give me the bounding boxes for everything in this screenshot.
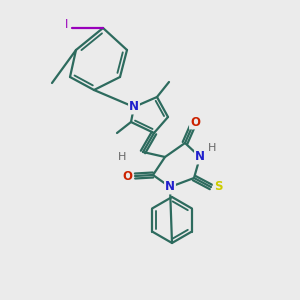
Text: O: O <box>122 169 132 182</box>
Text: N: N <box>165 181 175 194</box>
Text: H: H <box>118 152 126 162</box>
Text: I: I <box>65 17 69 31</box>
Text: O: O <box>190 116 200 128</box>
Text: S: S <box>214 181 222 194</box>
Text: H: H <box>208 143 216 153</box>
Text: N: N <box>129 100 139 113</box>
Text: N: N <box>195 151 205 164</box>
